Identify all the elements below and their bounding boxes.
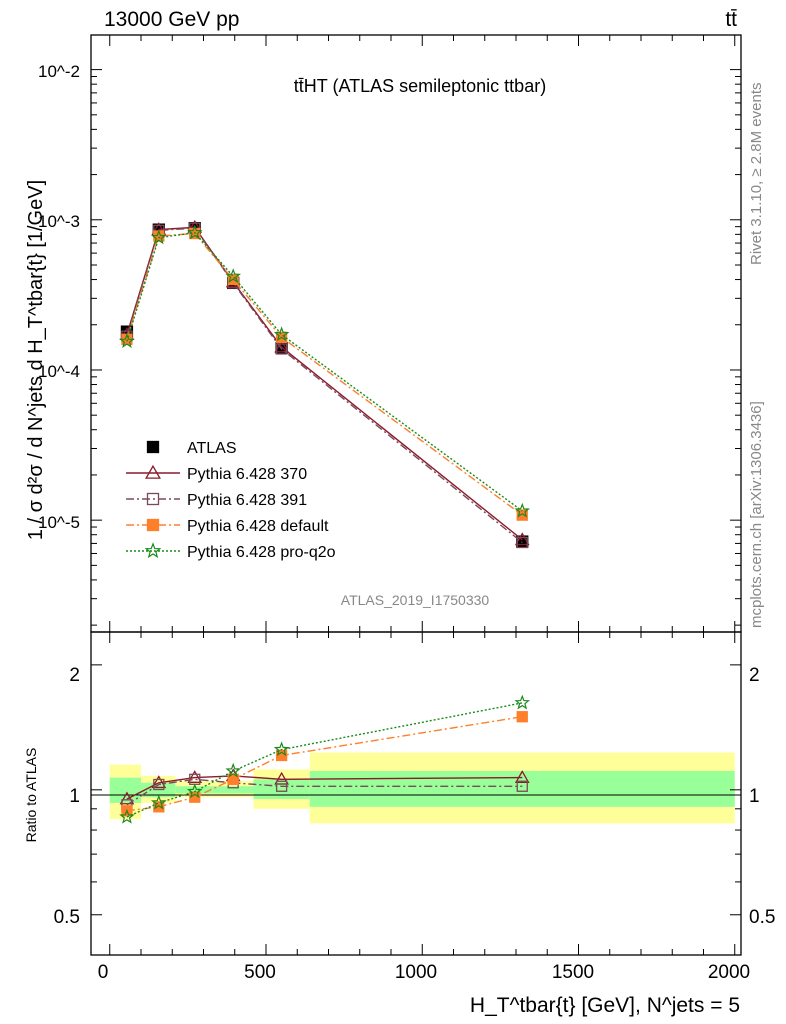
legend-entry: Pythia 6.428 391 xyxy=(126,492,307,509)
legend-marker xyxy=(146,440,160,454)
band-inner xyxy=(109,777,141,803)
band-inner xyxy=(309,771,735,807)
main-series-group xyxy=(119,219,530,549)
main-ytick-label-1e-2: 10^-2 xyxy=(38,62,80,81)
ratio-ytick-left-1: 1 xyxy=(69,786,80,807)
legend-entry: Pythia 6.428 pro-q2o xyxy=(126,542,336,561)
main-panel: tt̄HT (ATLAS semileptonic ttbar) 1 / σ d… xyxy=(25,34,742,633)
band-inner xyxy=(253,779,310,800)
legend-marker xyxy=(146,492,160,506)
ratio-point xyxy=(153,801,165,813)
legend-label: Pythia 6.428 370 xyxy=(187,466,307,483)
legend-entry: ATLAS xyxy=(146,440,237,457)
series-pythia-6-428-pro-q2o xyxy=(119,224,530,518)
ratio-ytick-left-0.5: 0.5 xyxy=(54,907,80,928)
band-inner xyxy=(212,786,254,794)
main-plot-frame xyxy=(90,34,742,633)
ratio-bands xyxy=(109,752,735,824)
data-point xyxy=(514,532,530,546)
data-point xyxy=(514,502,530,518)
ratio-point xyxy=(516,780,528,792)
series-pythia-6-428-370 xyxy=(119,219,530,546)
ratio-ytick-right-1: 1 xyxy=(749,786,760,807)
ratio-point xyxy=(514,694,530,710)
series-pythia-6-428-391 xyxy=(121,222,528,549)
legend-marker xyxy=(146,518,160,532)
data-point xyxy=(275,343,288,355)
main-ytick-label-1e-3: 10^-3 xyxy=(38,212,80,231)
xtick-label-1500: 1500 xyxy=(552,962,594,983)
ratio-ylabel: Ratio to ATLAS xyxy=(23,748,39,843)
main-ylabel: 1 / σ d²σ / d N^jets d H_T^tbar{t} [1/Ge… xyxy=(25,180,47,540)
ratio-axis-ticks xyxy=(91,632,741,956)
data-point xyxy=(274,339,289,353)
series-line xyxy=(126,227,523,544)
legend-marker xyxy=(145,464,161,479)
series-line xyxy=(126,231,523,512)
ratio-line xyxy=(126,702,523,818)
legend-entry: Pythia 6.428 370 xyxy=(126,464,307,483)
xtick-label-2000: 2000 xyxy=(708,962,750,983)
band-inner xyxy=(175,786,213,794)
ratio-point xyxy=(516,711,528,723)
ratio-point xyxy=(275,749,288,762)
legend-label: ATLAS xyxy=(187,440,237,457)
ratio-point xyxy=(151,775,167,789)
ratio-point xyxy=(274,771,289,785)
ratio-point xyxy=(153,778,165,791)
ratio-point xyxy=(187,783,203,799)
watermark: ATLAS_2019_I1750330 xyxy=(341,592,490,608)
ratio-series-pythia-6-428-pro-q2o xyxy=(119,694,530,824)
ratio-panel: Ratio to ATLAS 2 1 0.5 2 1 0.5 0 500 100… xyxy=(23,631,775,1017)
legend: ATLAS Pythia 6.428 370 Pythia 6.428 391 Pyt… xyxy=(126,440,336,561)
data-point xyxy=(516,536,528,549)
ratio-ytick-right-2: 2 xyxy=(749,665,760,686)
ratio-point xyxy=(514,770,530,783)
legend-label: Pythia 6.428 default xyxy=(187,518,329,535)
ratio-point xyxy=(187,770,203,783)
side-text-top: Rivet 3.1.10, ≥ 2.8M events xyxy=(748,83,765,266)
data-point xyxy=(119,333,135,348)
legend-label: Pythia 6.428 391 xyxy=(187,492,307,509)
side-text-bottom: mcplots.cern.ch [arXiv:1306.3436] xyxy=(748,401,765,628)
header-right: tt̄ xyxy=(725,8,737,31)
ratio-point xyxy=(119,791,135,805)
xlabel: H_T^tbar{t} [GeV], N^jets = 5 xyxy=(470,994,740,1017)
legend-entry: Pythia 6.428 default xyxy=(126,518,329,535)
ratio-point xyxy=(119,808,135,824)
ratio-plot-frame xyxy=(90,631,742,956)
xtick-label-1000: 1000 xyxy=(395,962,437,983)
xtick-label-500: 500 xyxy=(244,962,276,983)
data-point xyxy=(187,224,203,240)
main-title: tt̄HT (ATLAS semileptonic ttbar) xyxy=(294,76,546,96)
main-ytick-label-1e-5: 10^-5 xyxy=(38,513,80,532)
ratio-series-group xyxy=(119,694,530,824)
data-point xyxy=(225,268,242,283)
ratio-point xyxy=(275,780,288,792)
main-ytick-label-1e-4: 10^-4 xyxy=(38,362,80,381)
legend-label: Pythia 6.428 pro-q2o xyxy=(187,544,336,561)
xtick-label-0: 0 xyxy=(98,962,109,983)
data-point xyxy=(273,326,290,342)
ratio-point xyxy=(225,762,242,778)
legend-marker xyxy=(144,542,162,559)
ratio-ytick-right-0.5: 0.5 xyxy=(749,907,775,928)
series-pythia-6-428-default xyxy=(121,227,528,521)
header-left: 13000 GeV pp xyxy=(104,8,239,31)
ratio-point xyxy=(273,741,290,757)
ratio-point xyxy=(150,794,167,810)
data-point xyxy=(150,229,167,245)
main-axis-ticks xyxy=(91,35,741,632)
ratio-ytick-left-2: 2 xyxy=(69,665,80,686)
